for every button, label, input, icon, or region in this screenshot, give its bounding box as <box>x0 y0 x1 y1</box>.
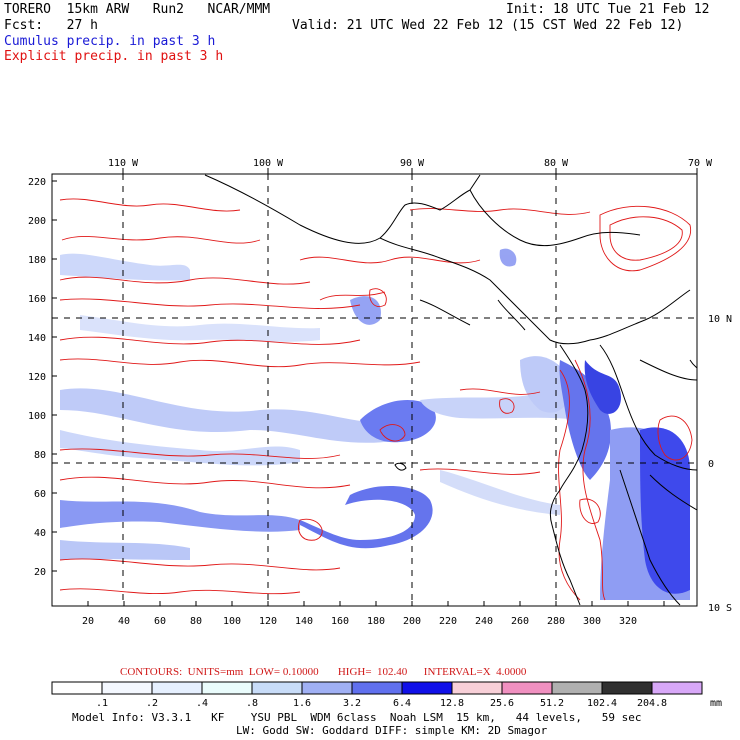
colorbar-label: .1 <box>96 698 108 709</box>
colorbar-swatch <box>101 681 153 695</box>
colorbar-label: 12.8 <box>440 698 464 709</box>
x-label: 280 <box>547 616 565 627</box>
colorbar-labels: .1 .2 .4 .8 1.6 3.2 6.4 12.8 25.6 51.2 1… <box>96 698 722 709</box>
lat-label-0: 0 <box>708 459 714 470</box>
y-label: 80 <box>34 450 46 461</box>
x-label: 60 <box>154 616 166 627</box>
colorbar-swatch <box>501 681 553 695</box>
y-label: 20 <box>34 567 46 578</box>
bottom-axis-ticks <box>87 601 665 606</box>
valid-time: Valid: 21 UTC Wed 22 Feb 12 (15 CST Wed … <box>292 18 684 33</box>
y-label: 40 <box>34 528 46 539</box>
x-label: 100 <box>223 616 241 627</box>
colorbar <box>51 681 703 695</box>
x-label: 80 <box>190 616 202 627</box>
colorbar-label: 102.4 <box>587 698 617 709</box>
colorbar-swatch <box>401 681 453 695</box>
colorbar-label: .4 <box>196 698 208 709</box>
lon-label-80w: 80 W <box>544 158 569 169</box>
lat-labels: 10 N 0 10 S <box>708 314 732 614</box>
colorbar-label: .8 <box>246 698 258 709</box>
colorbar-swatch <box>601 681 653 695</box>
explicit-legend: Explicit precip. in past 3 h <box>4 49 224 64</box>
x-label: 180 <box>367 616 385 627</box>
colorbar-label: 51.2 <box>540 698 564 709</box>
x-label: 200 <box>403 616 421 627</box>
y-labels: 220 200 180 160 140 120 100 80 60 40 20 <box>28 177 46 578</box>
colorbar-swatch <box>201 681 253 695</box>
colorbar-label: 25.6 <box>490 698 514 709</box>
y-label: 100 <box>28 411 46 422</box>
colorbar-swatch <box>351 681 403 695</box>
lat-lon-grid <box>52 174 697 606</box>
x-label: 120 <box>259 616 277 627</box>
lat-label-10s: 10 S <box>708 603 732 614</box>
colorbar-label: 3.2 <box>343 698 361 709</box>
x-label: 300 <box>583 616 601 627</box>
colorbar-label: 6.4 <box>393 698 411 709</box>
lon-labels: 110 W 100 W 90 W 80 W 70 W <box>108 158 713 169</box>
colorbar-swatch <box>451 681 503 695</box>
model-info: Model Info: V3.3.1 KF YSU PBL WDM 6class… <box>72 711 642 724</box>
contour-info: CONTOURS: UNITS=mm LOW= 0.10000 HIGH= 10… <box>120 666 527 678</box>
colorbar-swatch <box>51 681 103 695</box>
y-label: 140 <box>28 333 46 344</box>
x-label: 160 <box>331 616 349 627</box>
x-label: 40 <box>118 616 130 627</box>
y-label: 60 <box>34 489 46 500</box>
y-label: 180 <box>28 255 46 266</box>
lat-label-10n: 10 N <box>708 314 732 325</box>
colorbar-label: 1.6 <box>293 698 311 709</box>
lon-label-100w: 100 W <box>253 158 284 169</box>
top-axis-ticks <box>122 168 698 174</box>
x-labels: 20 40 60 80 100 120 140 160 180 200 220 … <box>82 616 637 627</box>
colorbar-swatch <box>151 681 203 695</box>
model-title: TORERO 15km ARW Run2 NCAR/MMM <box>4 2 271 17</box>
x-label: 320 <box>619 616 637 627</box>
coastlines <box>204 174 697 606</box>
colorbar-label: 204.8 <box>637 698 667 709</box>
colorbar-swatch <box>651 681 703 695</box>
lon-label-110w: 110 W <box>108 158 139 169</box>
colorbar-swatch <box>251 681 303 695</box>
x-label: 20 <box>82 616 94 627</box>
cumulus-precip-layer <box>60 248 690 600</box>
left-axis-ticks <box>52 180 57 572</box>
y-label: 120 <box>28 372 46 383</box>
init-time: Init: 18 UTC Tue 21 Feb 12 <box>506 2 710 17</box>
y-label: 220 <box>28 177 46 188</box>
forecast-hour: Fcst: 27 h <box>4 18 98 33</box>
y-label: 200 <box>28 216 46 227</box>
lon-label-70w: 70 W <box>688 158 713 169</box>
lon-label-90w: 90 W <box>400 158 425 169</box>
physics-info: LW: Godd SW: Goddard DIFF: simple KM: 2D… <box>236 724 548 737</box>
colorbar-label: .2 <box>146 698 158 709</box>
x-label: 260 <box>511 616 529 627</box>
x-label: 220 <box>439 616 457 627</box>
y-label: 160 <box>28 294 46 305</box>
colorbar-unit: mm <box>710 698 722 709</box>
x-label: 240 <box>475 616 493 627</box>
cumulus-legend: Cumulus precip. in past 3 h <box>4 34 216 49</box>
colorbar-swatch <box>551 681 603 695</box>
x-label: 140 <box>295 616 313 627</box>
colorbar-swatch <box>301 681 353 695</box>
